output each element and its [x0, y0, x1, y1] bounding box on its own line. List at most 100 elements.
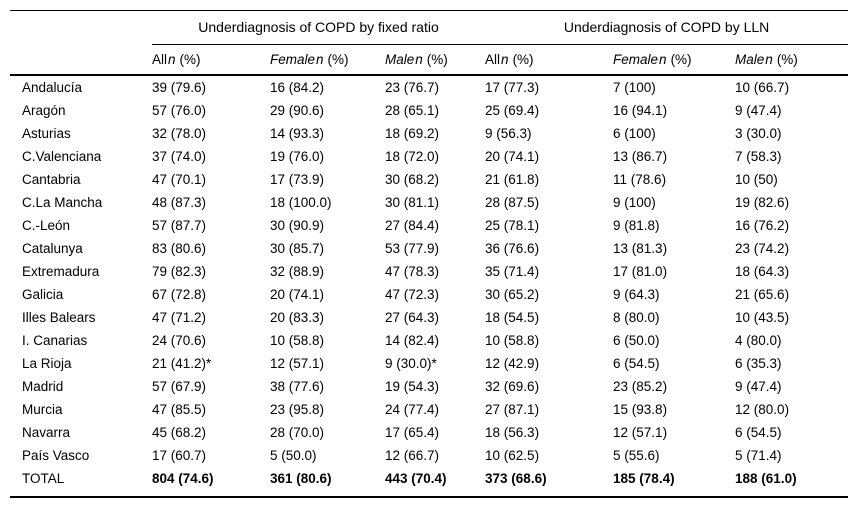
percent-unit: (%) — [426, 51, 448, 67]
cell-value: 6 (54.5) — [735, 424, 782, 440]
cell-value: 16 (76.2) — [735, 217, 790, 233]
region-label: C.La Mancha — [22, 194, 103, 210]
cell-value: 188 (61.0) — [735, 470, 797, 486]
percent-unit: (%) — [670, 51, 692, 67]
table-row: Andalucía 39 (79.6) 16 (84.2) 23 (76.7) 17 (… — [10, 75, 848, 99]
column-header-female-lln: Femalen (%) — [613, 45, 735, 76]
cell-value: 27 (84.4) — [385, 217, 440, 233]
cell-value: 27 (87.1) — [485, 401, 540, 417]
region-label: Murcia — [22, 401, 63, 417]
cell-value: 30 (65.2) — [485, 286, 540, 302]
group-header-fixed-ratio: Underdiagnosis of COPD by fixed ratio — [152, 10, 486, 45]
n-symbol: n — [659, 51, 667, 67]
cell-value: 14 (93.3) — [270, 125, 325, 141]
column-header-female-fixed: Femalen (%) — [270, 45, 385, 76]
region-label: C.Valenciana — [22, 148, 102, 164]
region-column-header-empty — [10, 11, 152, 45]
cell-value: 28 (87.5) — [485, 194, 540, 210]
cell-value: 18 (100.0) — [270, 194, 332, 210]
cell-value: 12 (80.0) — [735, 401, 790, 417]
cell-value: 79 (82.3) — [152, 263, 207, 279]
column-header-all-lln: Alln (%) — [485, 45, 613, 76]
cell-value: 45 (68.2) — [152, 424, 207, 440]
cell-value: 29 (90.6) — [270, 102, 325, 118]
cell-value: 17 (60.7) — [152, 447, 207, 463]
column-header-label: All — [152, 51, 168, 67]
cell-value: 9 (64.3) — [613, 286, 660, 302]
n-symbol: n — [765, 51, 773, 67]
cell-value: 23 (95.8) — [270, 401, 325, 417]
cell-value: 12 (66.7) — [385, 447, 440, 463]
cell-value: 25 (78.1) — [485, 217, 540, 233]
table-row: Illes Balears 47 (71.2) 20 (83.3) 27 (64.3)… — [10, 306, 848, 329]
region-label: Galicia — [22, 286, 64, 302]
cell-value: 21 (61.8) — [485, 171, 540, 187]
percent-unit: (%) — [776, 51, 798, 67]
table-row: Catalunya 83 (80.6) 30 (85.7) 53 (77.9) 36 (… — [10, 237, 848, 260]
cell-value: 37 (74.0) — [152, 148, 207, 164]
region-label: Navarra — [22, 424, 71, 440]
cell-value: 39 (79.6) — [152, 79, 207, 95]
cell-value: 24 (70.6) — [152, 332, 207, 348]
cell-value: 18 (56.3) — [485, 424, 540, 440]
cell-value: 17 (81.0) — [613, 263, 668, 279]
cell-value: 9 (30.0)* — [385, 355, 437, 371]
cell-value: 373 (68.6) — [485, 470, 547, 486]
cell-value: 9 (81.8) — [613, 217, 660, 233]
table-row: Cantabria 47 (70.1) 17 (73.9) 30 (68.2) 21 (… — [10, 168, 848, 191]
cell-value: 48 (87.3) — [152, 194, 207, 210]
cell-value: 6 (35.3) — [735, 355, 782, 371]
cell-value: 9 (100) — [613, 194, 656, 210]
table-row: C.La Mancha 48 (87.3) 18 (100.0) 30 (81.1) 2… — [10, 191, 848, 214]
cell-value: 10 (58.8) — [485, 332, 540, 348]
cell-value: 443 (70.4) — [385, 470, 447, 486]
region-label: Illes Balears — [22, 309, 96, 325]
table-row: Navarra 45 (68.2) 28 (70.0) 17 (65.4) 18 (56… — [10, 421, 848, 444]
cell-value: 10 (62.5) — [485, 447, 540, 463]
cell-value: 47 (78.3) — [385, 263, 440, 279]
cell-value: 18 (54.5) — [485, 309, 540, 325]
cell-value: 17 (65.4) — [385, 424, 440, 440]
cell-value: 16 (94.1) — [613, 102, 668, 118]
cell-value: 30 (81.1) — [385, 194, 440, 210]
cell-value: 10 (43.5) — [735, 309, 790, 325]
cell-value: 20 (74.1) — [485, 148, 540, 164]
cell-value: 20 (83.3) — [270, 309, 325, 325]
n-symbol: n — [168, 51, 176, 67]
cell-value: 5 (71.4) — [735, 447, 782, 463]
column-header-label: Male — [385, 51, 415, 67]
cell-value: 10 (58.8) — [270, 332, 325, 348]
percent-unit: (%) — [512, 51, 534, 67]
cell-value: 47 (85.5) — [152, 401, 207, 417]
cell-value: 20 (74.1) — [270, 286, 325, 302]
cell-value: 185 (78.4) — [613, 470, 675, 486]
cell-value: 53 (77.9) — [385, 240, 440, 256]
column-header-row: Alln (%) Femalen (%) Malen (%) Alln (%) Fema… — [10, 45, 849, 76]
table-row: C.-León 57 (87.7) 30 (90.9) 27 (84.4) 25 (78… — [10, 214, 848, 237]
cell-value: 18 (69.2) — [385, 125, 440, 141]
percent-unit: (%) — [327, 51, 349, 67]
group-header-lln: Underdiagnosis of COPD by LLN — [485, 10, 849, 45]
table-row: Aragón 57 (76.0) 29 (90.6) 28 (65.1) 25 (69.… — [10, 99, 848, 122]
cell-value: 9 (56.3) — [485, 125, 532, 141]
cell-value: 57 (76.0) — [152, 102, 207, 118]
region-label: Andalucía — [22, 79, 83, 95]
cell-value: 28 (70.0) — [270, 424, 325, 440]
cell-value: 11 (78.6) — [613, 171, 667, 187]
cell-value: 19 (54.3) — [385, 378, 440, 394]
cell-value: 28 (65.1) — [385, 102, 440, 118]
cell-value: 47 (72.3) — [385, 286, 440, 302]
cell-value: 21 (65.6) — [735, 286, 790, 302]
cell-value: 21 (41.2)* — [152, 355, 212, 371]
table-row: La Rioja 21 (41.2)* 12 (57.1) 9 (30.0)* 12 (… — [10, 352, 848, 375]
table-row: Madrid 57 (67.9) 38 (77.6) 19 (54.3) 32 (69.… — [10, 375, 848, 398]
column-header-label: Male — [735, 51, 765, 67]
table-row: País Vasco 17 (60.7) 5 (50.0) 12 (66.7) 10 (… — [10, 444, 848, 467]
column-header-male-fixed: Malen (%) — [385, 45, 485, 76]
region-label: Madrid — [22, 378, 64, 394]
cell-value: 6 (50.0) — [613, 332, 660, 348]
cell-value: 57 (67.9) — [152, 378, 207, 394]
cell-value: 23 (85.2) — [613, 378, 668, 394]
cell-value: 17 (77.3) — [485, 79, 540, 95]
